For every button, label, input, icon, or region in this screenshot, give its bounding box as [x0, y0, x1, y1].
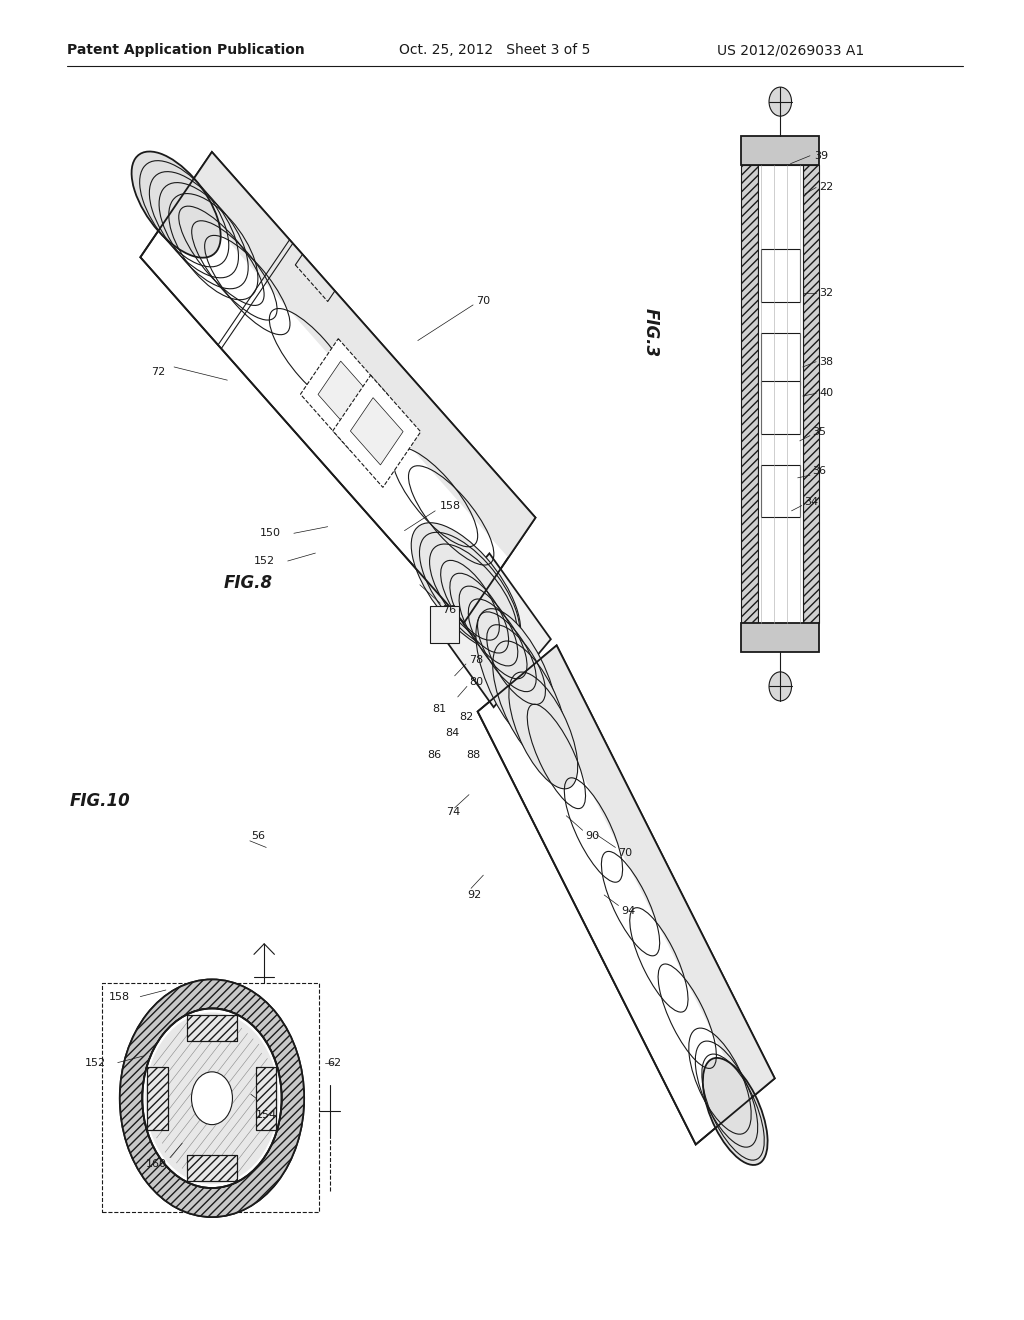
Polygon shape	[761, 248, 800, 301]
Ellipse shape	[509, 672, 578, 789]
Polygon shape	[147, 1067, 168, 1130]
Polygon shape	[102, 983, 319, 1212]
Text: 78: 78	[469, 655, 483, 665]
Text: 88: 88	[466, 750, 480, 760]
Polygon shape	[318, 362, 371, 429]
Polygon shape	[477, 645, 775, 1144]
Polygon shape	[184, 152, 536, 557]
Text: Oct. 25, 2012   Sheet 3 of 5: Oct. 25, 2012 Sheet 3 of 5	[399, 44, 591, 57]
Text: US 2012/0269033 A1: US 2012/0269033 A1	[717, 44, 864, 57]
Text: 92: 92	[467, 890, 481, 900]
Polygon shape	[741, 136, 819, 165]
Polygon shape	[333, 375, 421, 487]
Text: 70: 70	[476, 296, 490, 306]
Text: 94: 94	[622, 906, 636, 916]
Text: 90: 90	[586, 830, 600, 841]
Ellipse shape	[412, 523, 520, 652]
Text: FIG.8: FIG.8	[223, 574, 272, 593]
Ellipse shape	[131, 152, 221, 257]
Polygon shape	[741, 623, 819, 652]
Text: Patent Application Publication: Patent Application Publication	[67, 44, 304, 57]
Ellipse shape	[429, 544, 517, 648]
Text: 72: 72	[152, 367, 166, 378]
Polygon shape	[761, 380, 800, 433]
Text: 150: 150	[260, 528, 282, 539]
Text: 81: 81	[432, 704, 446, 714]
Text: 22: 22	[819, 182, 834, 193]
Text: 154: 154	[256, 1110, 278, 1121]
Text: 158: 158	[440, 500, 462, 511]
Polygon shape	[432, 553, 551, 708]
Polygon shape	[430, 606, 459, 643]
Wedge shape	[120, 979, 304, 1217]
Circle shape	[120, 979, 304, 1217]
Text: 62: 62	[328, 1057, 342, 1068]
Text: 86: 86	[427, 750, 441, 760]
Text: 80: 80	[469, 677, 483, 688]
Text: 34: 34	[804, 496, 818, 507]
Circle shape	[191, 1072, 232, 1125]
Polygon shape	[187, 1015, 237, 1041]
Text: 39: 39	[814, 150, 828, 161]
Text: 74: 74	[446, 807, 461, 817]
Text: FIG.3: FIG.3	[642, 308, 660, 358]
Polygon shape	[187, 1155, 237, 1181]
Polygon shape	[758, 165, 803, 623]
Text: 38: 38	[819, 356, 834, 367]
Circle shape	[769, 672, 792, 701]
Text: 36: 36	[812, 466, 826, 477]
Text: 160: 160	[145, 1159, 167, 1170]
Text: FIG.10: FIG.10	[70, 792, 130, 810]
Circle shape	[769, 87, 792, 116]
Polygon shape	[256, 1067, 276, 1130]
Polygon shape	[803, 165, 819, 623]
Text: 35: 35	[812, 426, 826, 437]
Text: 76: 76	[442, 605, 457, 615]
Text: 70: 70	[618, 847, 633, 858]
Polygon shape	[529, 645, 775, 1101]
Text: 84: 84	[445, 727, 460, 738]
Circle shape	[142, 1008, 282, 1188]
Ellipse shape	[702, 1057, 768, 1166]
Ellipse shape	[476, 609, 558, 748]
Text: 40: 40	[819, 388, 834, 399]
Ellipse shape	[420, 532, 520, 651]
Polygon shape	[761, 333, 800, 385]
Text: 152: 152	[254, 556, 275, 566]
Text: 56: 56	[251, 830, 265, 841]
Polygon shape	[350, 397, 403, 465]
Ellipse shape	[493, 642, 567, 768]
Text: 82: 82	[459, 711, 473, 722]
Circle shape	[145, 1012, 279, 1184]
Text: 152: 152	[85, 1057, 106, 1068]
Polygon shape	[140, 152, 536, 623]
Text: 32: 32	[819, 288, 834, 298]
Polygon shape	[741, 165, 758, 623]
Text: 158: 158	[109, 991, 130, 1002]
Polygon shape	[300, 339, 388, 451]
Polygon shape	[761, 465, 800, 517]
